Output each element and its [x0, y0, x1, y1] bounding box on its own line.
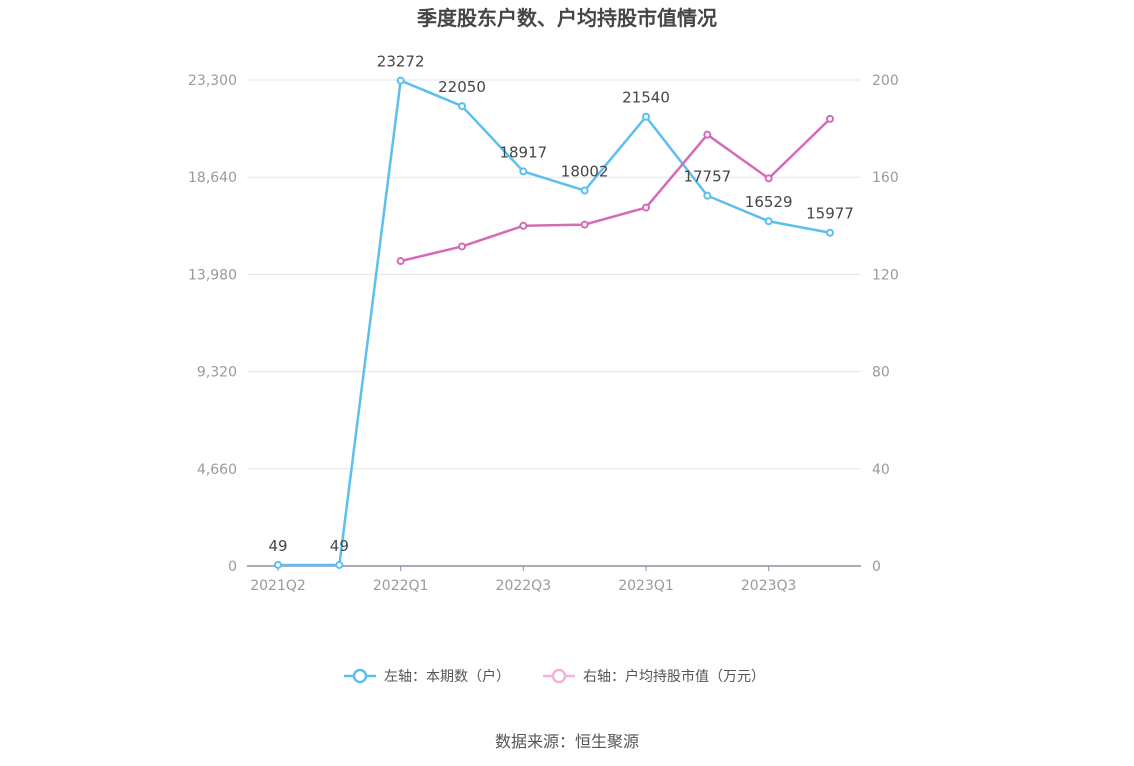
data-labels: 49 49 23272 22050 18917 18002 21540 17757 16529 1…: [268, 53, 853, 555]
data-point[interactable]: [458, 242, 466, 251]
data-label: 18002: [561, 163, 609, 181]
left-tick-label: 9,320: [197, 365, 237, 381]
x-axis: 2021Q2 2022Q1 2022Q3 2023Q1 2023Q3: [250, 566, 796, 594]
data-point[interactable]: [335, 560, 344, 569]
data-label: 23272: [377, 53, 425, 71]
right-tick-label: 80: [872, 365, 890, 381]
data-label: 49: [330, 537, 349, 555]
data-label: 49: [268, 537, 287, 555]
chart-title: 季度股东户数、户均持股市值情况: [416, 6, 717, 30]
legend[interactable]: 左轴：本期数（户） 右轴：户均持股市值（万元）: [344, 668, 765, 685]
gridlines: [247, 79, 861, 470]
data-label: 16529: [745, 193, 793, 211]
data-point[interactable]: [274, 560, 282, 569]
left-tick-label: 23,300: [188, 73, 237, 89]
right-tick-label: 120: [872, 267, 899, 283]
data-point[interactable]: [642, 203, 650, 212]
left-tick-label: 13,980: [188, 267, 237, 283]
left-tick-label: 18,640: [188, 170, 237, 186]
left-tick-label: 4,660: [197, 462, 237, 478]
right-tick-label: 0: [872, 559, 881, 575]
data-point[interactable]: [519, 221, 528, 230]
data-label: 18917: [499, 143, 547, 161]
data-point[interactable]: [396, 76, 405, 85]
data-point[interactable]: [519, 167, 528, 176]
data-point[interactable]: [826, 228, 834, 237]
data-point[interactable]: [703, 191, 712, 200]
x-tick-label: 2021Q2: [250, 578, 306, 594]
x-tick-label: 2023Q1: [618, 578, 674, 594]
series-layer: [274, 76, 834, 569]
legend-label-value: 右轴：户均持股市值（万元）: [583, 668, 765, 685]
series-line-1: [400, 117, 831, 263]
x-tick-label: 2022Q1: [373, 578, 429, 594]
x-tick-label: 2022Q3: [496, 578, 552, 594]
data-point[interactable]: [826, 114, 834, 123]
legend-marker-households: [352, 668, 368, 684]
series-line-0: [278, 79, 831, 567]
data-point[interactable]: [703, 130, 712, 139]
data-point[interactable]: [458, 102, 466, 111]
data-point[interactable]: [642, 112, 650, 121]
right-y-axis: 0 40 80 120 160 200: [872, 73, 899, 575]
data-label: 15977: [806, 205, 854, 223]
data-label: 21540: [622, 89, 670, 107]
source-note: 数据来源：恒生聚源: [495, 732, 639, 751]
data-label: 17757: [683, 168, 731, 186]
data-point[interactable]: [764, 174, 773, 183]
left-tick-label: 0: [228, 559, 237, 575]
data-point[interactable]: [580, 186, 589, 195]
data-point[interactable]: [764, 217, 773, 226]
data-label: 22050: [438, 78, 486, 96]
data-point[interactable]: [580, 220, 589, 229]
legend-item-value[interactable]: 右轴：户均持股市值（万元）: [543, 668, 765, 685]
right-tick-label: 200: [872, 73, 899, 89]
legend-item-households[interactable]: 左轴：本期数（户）: [344, 668, 510, 685]
right-tick-label: 160: [872, 170, 899, 186]
legend-marker-value: [551, 668, 567, 684]
x-tick-label: 2023Q3: [741, 578, 797, 594]
legend-label-households: 左轴：本期数（户）: [384, 668, 510, 685]
right-tick-label: 40: [872, 462, 890, 478]
left-y-axis: 0 4,660 9,320 13,980 18,640 23,300: [188, 73, 237, 575]
data-point[interactable]: [396, 257, 405, 266]
